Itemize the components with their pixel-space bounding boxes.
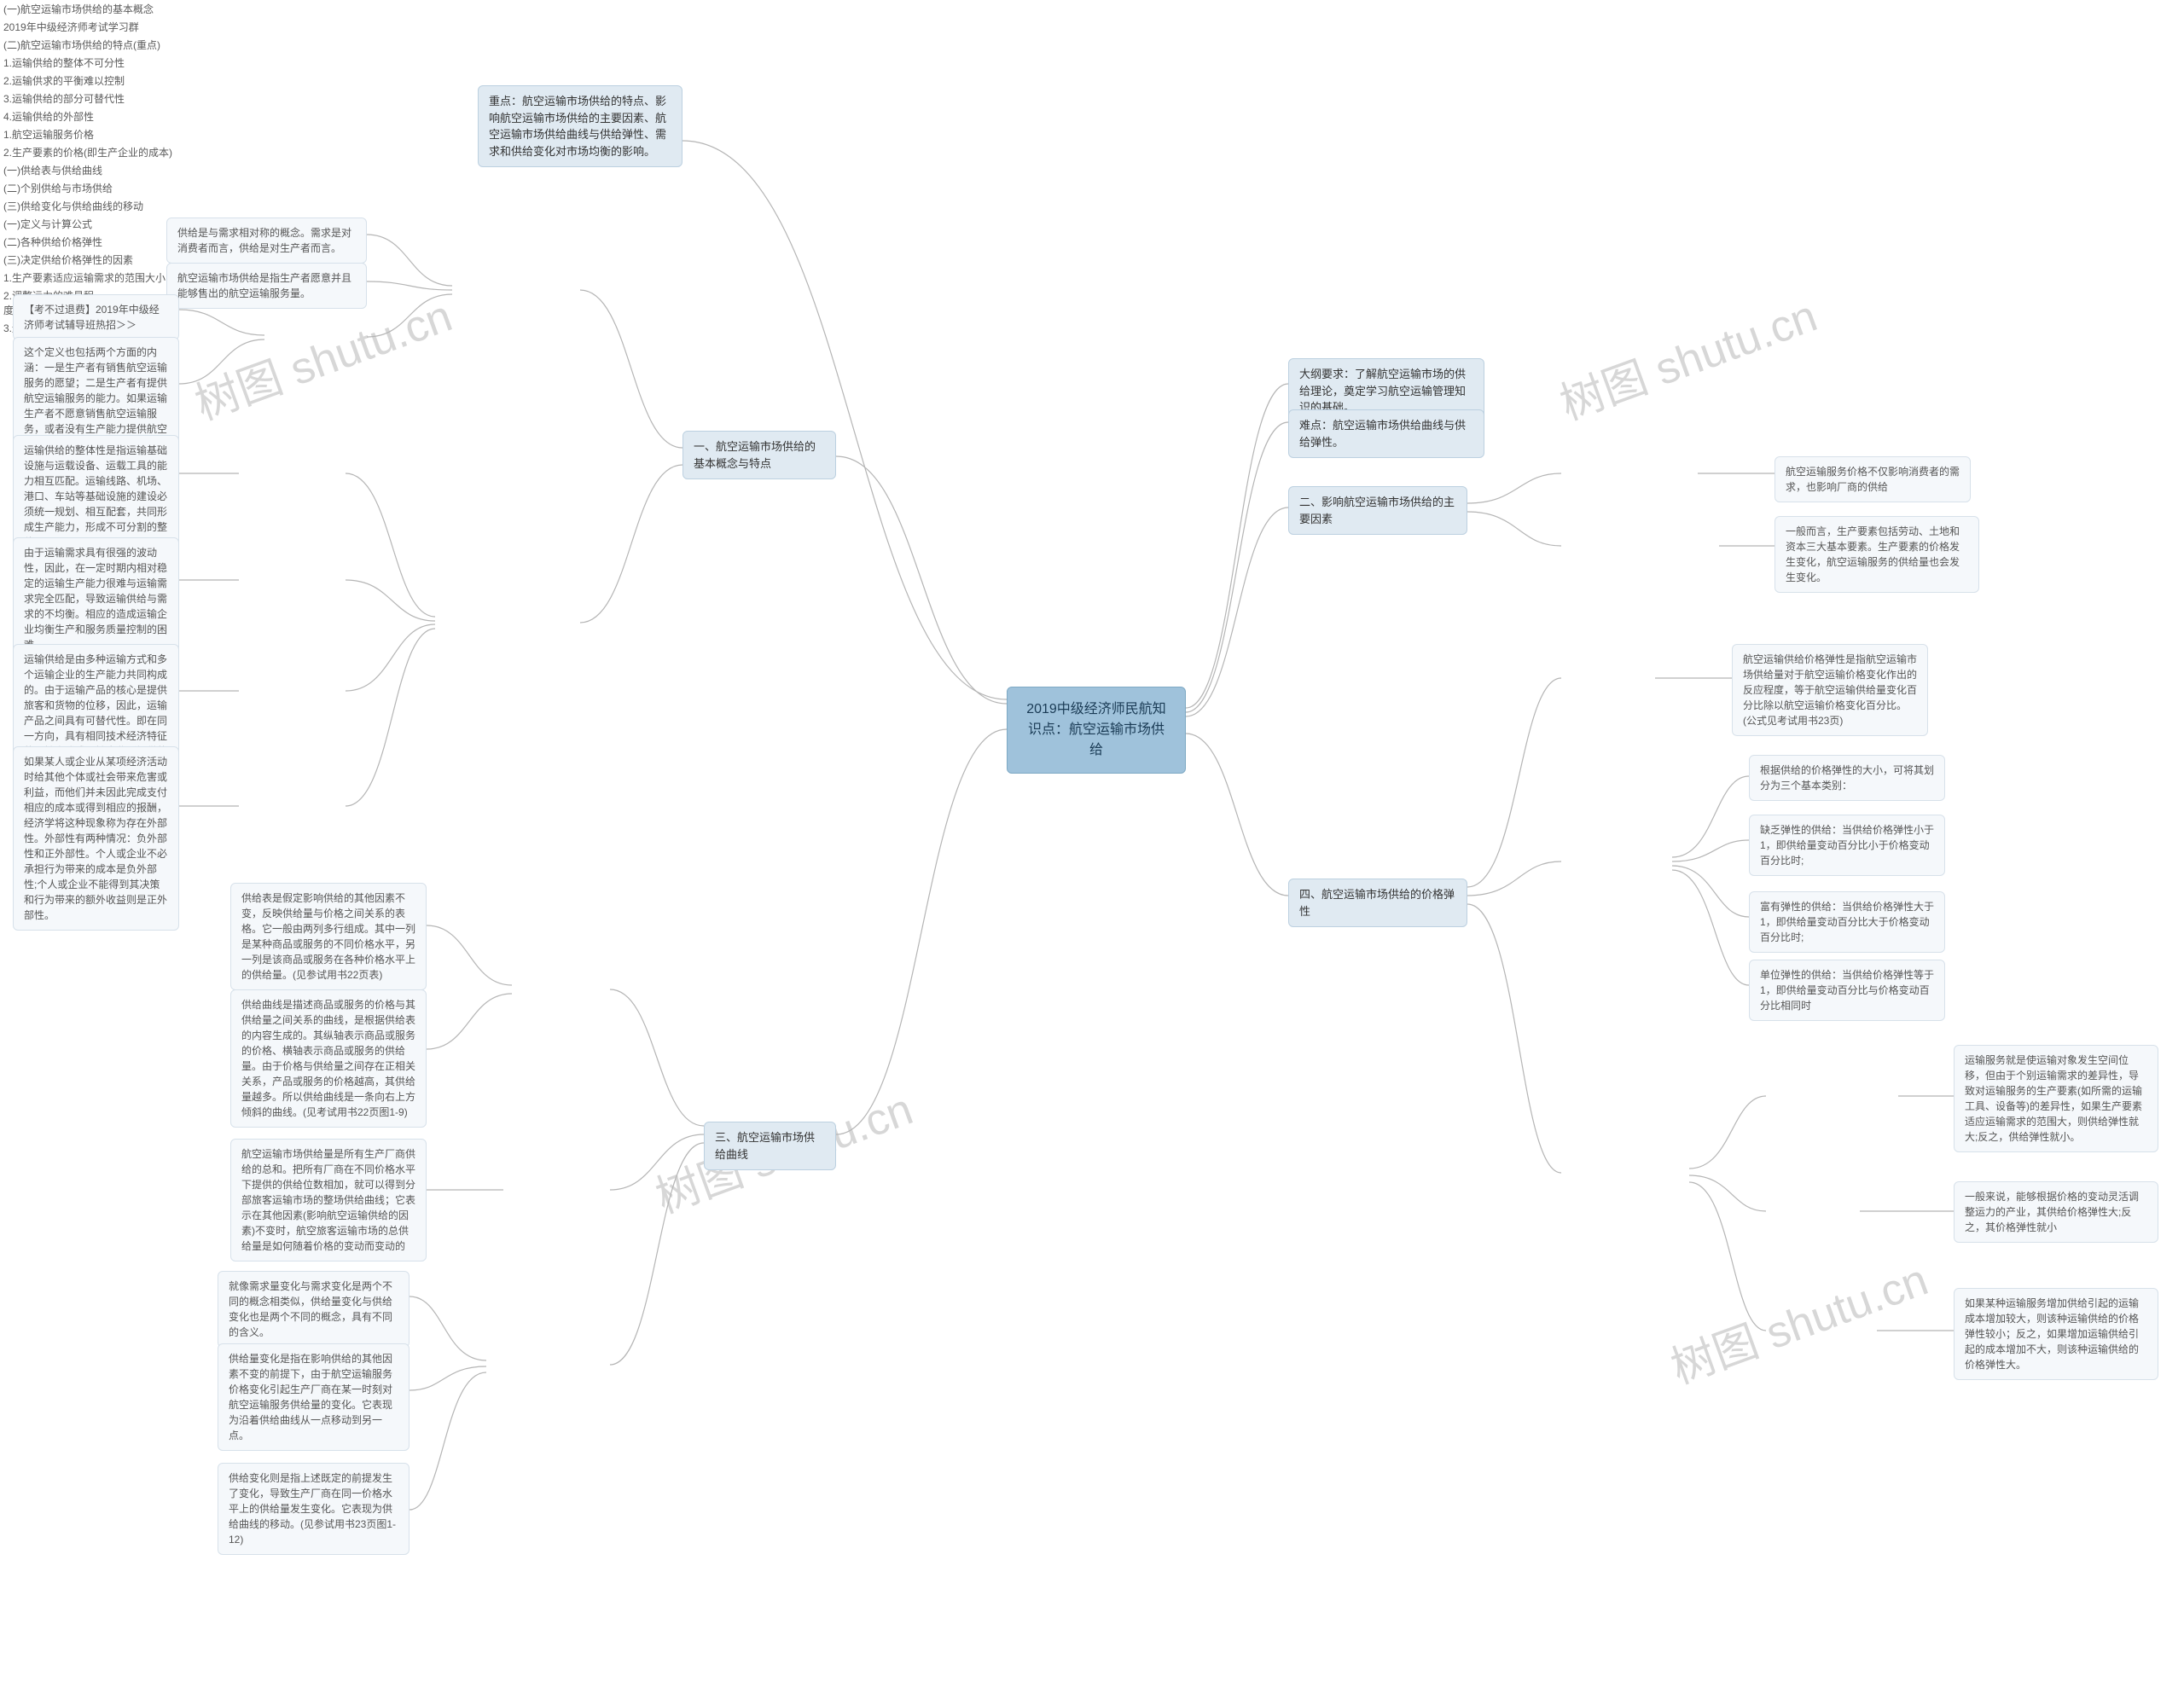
section2-a-body: 航空运输服务价格不仅影响消费者的需求，也影响厂商的供给 — [1774, 456, 1971, 502]
section4-sub2-d: 单位弹性的供给：当供给价格弹性等于1，即供给量变动百分比与价格变动百分比相同时 — [1749, 960, 1945, 1021]
root-node: 2019中级经济师民航知识点：航空运输市场供给 — [1007, 687, 1186, 774]
section4-sub3-b-body: 一般来说，能够根据价格的变动灵活调整运力的产业，其供给价格弹性大;反之，其价格弹… — [1954, 1181, 2158, 1243]
section4-sub1-body: 航空运输供给价格弹性是指航空运输市场供给量对于航空运输价格变化作出的反应程度，等… — [1732, 644, 1928, 736]
section2-b-body: 一般而言，生产要素包括劳动、土地和资本三大基本要素。生产要素的价格发生变化，航空… — [1774, 516, 1979, 593]
section4-title: 四、航空运输市场供给的价格弹性 — [1288, 879, 1467, 927]
section3-sub3-a: 就像需求量变化与需求变化是两个不同的概念相类似，供给量变化与供给变化也是两个不同… — [218, 1271, 410, 1348]
section3-title: 三、航空运输市场供给曲线 — [704, 1122, 836, 1170]
section4-sub2-a: 根据供给的价格弹性的大小，可将其划分为三个基本类别： — [1749, 755, 1945, 801]
overview-focus: 重点：航空运输市场供给的特点、影响航空运输市场供给的主要因素、航空运输市场供给曲… — [478, 85, 682, 167]
section1-sub2-b-body: 由于运输需求具有很强的波动性，因此，在一定时期内相对稳定的运输生产能力很难与运输… — [13, 537, 179, 660]
section2-title: 二、影响航空运输市场供给的主要因素 — [1288, 486, 1467, 535]
section3-sub3-b: 供给量变化是指在影响供给的其他因素不变的前提下，由于航空运输服务价格变化引起生产… — [218, 1343, 410, 1451]
section3-sub1-b: 供给曲线是描述商品或服务的价格与其供给量之间关系的曲线，是根据供给表的内容生成的… — [230, 989, 427, 1128]
section3-sub1-a: 供给表是假定影响供给的其他因素不变，反映供给量与价格之间关系的表格。它一般由两列… — [230, 883, 427, 990]
section4-sub2-c: 富有弹性的供给：当供给价格弹性大于1，即供给量变动百分比大于价格变动百分比时; — [1749, 891, 1945, 953]
section1-sub1-a: 供给是与需求相对称的概念。需求是对消费者而言，供给是对生产者而言。 — [166, 218, 367, 264]
section1-title: 一、航空运输市场供给的基本概念与特点 — [682, 431, 836, 479]
section4-sub3-c-body: 如果某种运输服务增加供给引起的运输成本增加较大，则该种运输供给的价格弹性较小；反… — [1954, 1288, 2158, 1380]
section3-sub3-c: 供给变化则是指上述既定的前提发生了变化，导致生产厂商在同一价格水平上的供给量发生… — [218, 1463, 410, 1555]
section1-sub2-d-body: 如果某人或企业从某项经济活动时给其他个体或社会带来危害或利益，而他们并未因此完成… — [13, 746, 179, 931]
section4-sub2-b: 缺乏弹性的供给：当供给价格弹性小于1，即供给量变动百分比小于价格变动百分比时; — [1749, 815, 1945, 876]
section1-sub1-c1: 【考不过退费】2019年中级经济师考试辅导班热招＞＞ — [13, 294, 179, 340]
overview-difficulty: 难点：航空运输市场供给曲线与供给弹性。 — [1288, 409, 1484, 458]
section3-sub2-a: 航空运输市场供给量是所有生产厂商供给的总和。把所有厂商在不同价格水平下提供的供给… — [230, 1139, 427, 1262]
section1-sub1-b: 航空运输市场供给是指生产者愿意并且能够售出的航空运输服务量。 — [166, 263, 367, 309]
section4-sub3-a-body: 运输服务就是使运输对象发生空间位移，但由于个别运输需求的差异性，导致对运输服务的… — [1954, 1045, 2158, 1152]
